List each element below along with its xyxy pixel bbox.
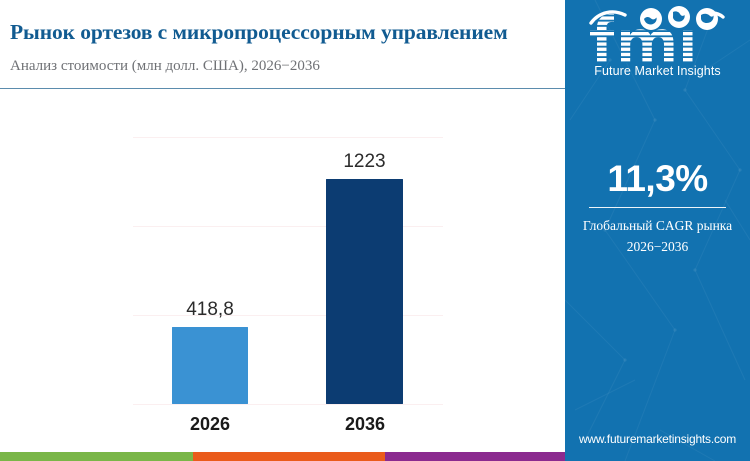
header: Рынок ортезов с микропроцессорным управл…	[0, 0, 565, 89]
logo-tagline: Future Market Insights	[594, 64, 721, 78]
cagr-caption-line1: Глобальный CAGR рынка	[582, 218, 733, 233]
cagr-value: 11,3%	[607, 158, 708, 199]
main-content-area: Рынок ортезов с микропроцессорным управл…	[0, 0, 565, 452]
fmi-logo-mark	[572, 6, 743, 66]
bar-value-label-2036: 1223	[343, 151, 386, 172]
gridline-3	[133, 315, 443, 316]
bar-chart: 418,8 1223 2026 2036	[0, 89, 565, 452]
category-label-2036: 2036	[344, 414, 386, 434]
category-label-2026: 2026	[189, 414, 231, 434]
page-title: Рынок ортезов с микропроцессорным управл…	[10, 20, 508, 44]
fmi-logo: Future Market Insights	[565, 6, 750, 82]
header-divider	[0, 88, 565, 89]
side-panel: Future Market Insights 11,3% Глобальный …	[565, 0, 750, 461]
cagr-divider	[589, 207, 726, 208]
strip-segment-green	[0, 452, 194, 461]
bar-2036[interactable]	[326, 179, 403, 404]
bar-2026[interactable]	[172, 327, 248, 404]
globe-icon-3	[695, 8, 718, 30]
gridline-baseline	[133, 404, 443, 405]
globe-icon-2	[667, 6, 690, 28]
strip-segment-purple	[385, 452, 565, 461]
footer-color-strip	[0, 452, 565, 461]
cagr-caption-line2: 2026−2036	[626, 239, 689, 254]
globe-icon-1	[639, 8, 662, 30]
gridline-2	[133, 226, 443, 227]
gridline-top	[133, 137, 443, 138]
strip-segment-orange	[193, 452, 386, 461]
plot-area: 418,8 1223 2026 2036	[133, 137, 443, 434]
page-subtitle: Анализ стоимости (млн долл. США), 2026−2…	[10, 58, 320, 74]
website-url[interactable]: www.futuremarketinsights.com	[578, 432, 737, 446]
bar-value-label-2026: 418,8	[186, 299, 234, 320]
